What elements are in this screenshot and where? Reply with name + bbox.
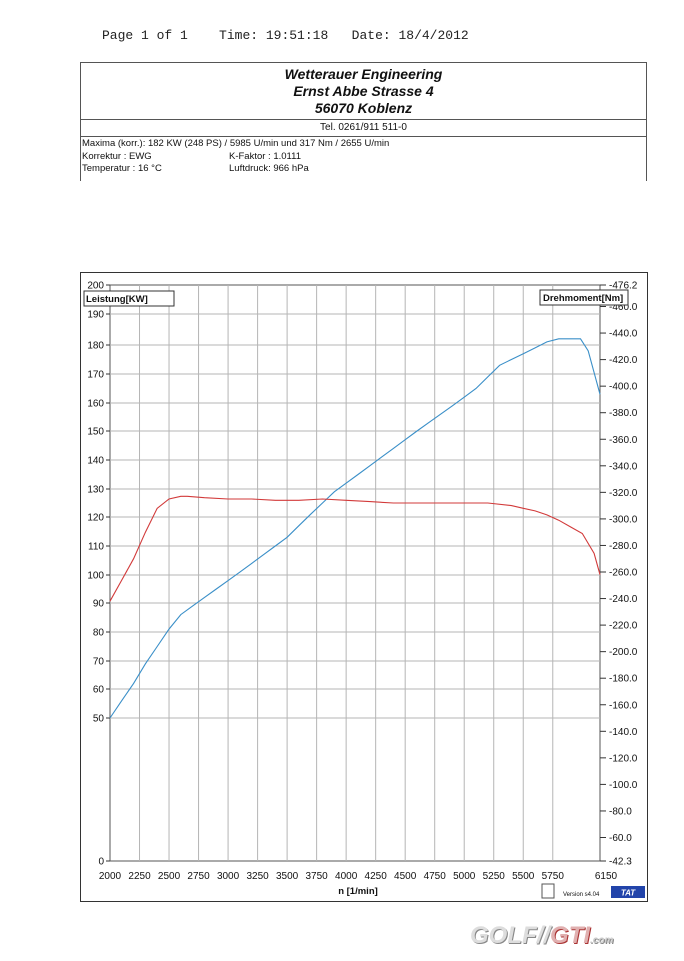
watermark-logo: GOLF//GTI.com: [470, 922, 613, 950]
y-right-tick-label: -360.0: [609, 435, 638, 446]
left-axis-label-box: [83, 290, 175, 307]
left-axis-label: Leistung[KW]: [86, 294, 148, 305]
y-right-tick-label: -60.0: [609, 833, 632, 844]
y-left-tick-label: 80: [93, 628, 105, 639]
kfaktor-text: K-Faktor : 1.0111: [229, 150, 301, 162]
y-right-tick-label: -476.2: [609, 281, 638, 292]
version-label: Version s4.04: [563, 892, 600, 898]
page-indicator: Page 1 of 1: [102, 28, 188, 43]
watermark-com: .com: [590, 935, 614, 946]
y-right-tick-label: -440.0: [609, 329, 638, 340]
y-left-tick-label: 60: [93, 685, 105, 696]
right-axis-label: Drehmoment[Nm]: [543, 293, 623, 304]
report-date: Date: 18/4/2012: [351, 28, 469, 43]
report-time: Time: 19:51:18: [219, 28, 329, 43]
plot-area: [109, 284, 601, 862]
company-block: Wetterauer Engineering Ernst Abbe Strass…: [80, 62, 647, 120]
company-tel: Tel. 0261/911 511-0: [80, 120, 647, 137]
ambient-row: Temperatur : 16 °C Luftdruck: 966 hPa: [82, 163, 646, 176]
y-left-tick-label: 180: [87, 341, 104, 352]
chart-frame: [80, 272, 648, 902]
watermark-slash: //: [536, 922, 550, 949]
y-left-tick-label: 150: [87, 427, 104, 438]
company-name: Wetterauer Engineering: [284, 66, 443, 82]
x-tick-label: 3250: [246, 871, 269, 882]
x-tick-label: 5750: [542, 871, 565, 882]
y-right-tick-label: -300.0: [609, 514, 638, 525]
x-tick-label: 2500: [158, 871, 181, 882]
x-tick-label: 3750: [306, 871, 329, 882]
y-right-tick-label: -220.0: [609, 621, 638, 632]
temperatur-text: Temperatur : 16 °C: [82, 163, 162, 174]
y-left-tick-label: 130: [87, 485, 104, 496]
watermark-gti: GTI: [550, 922, 590, 949]
company-street: Ernst Abbe Strasse 4: [293, 83, 434, 99]
version-box: [541, 883, 555, 899]
measurement-info: Maxima (korr.): 182 KW (248 PS) / 5985 U…: [80, 137, 647, 181]
y-left-tick-label: 140: [87, 456, 104, 467]
y-right-tick-label: -180.0: [609, 674, 638, 685]
y-right-tick-label: -320.0: [609, 488, 638, 499]
y-left-tick-label: 70: [93, 657, 105, 668]
torque-series-line: [109, 495, 601, 602]
report-header: Page 1 of 1 Time: 19:51:18 Date: 18/4/20…: [102, 28, 469, 43]
x-tick-label: 3000: [217, 871, 240, 882]
y-left-tick-label: 160: [87, 399, 104, 410]
tat-badge-label: TAT: [621, 889, 636, 898]
y-left-tick-label: 200: [87, 281, 104, 292]
y-right-tick-label: -460.0: [609, 302, 638, 313]
watermark-golf: GOLF: [470, 922, 537, 949]
y-right-tick-label: -200.0: [609, 647, 638, 658]
power-series-line: [109, 338, 601, 719]
y-right-tick-label: -120.0: [609, 753, 638, 764]
y-right-tick-label: -100.0: [609, 780, 638, 791]
y-left-tick-label: 120: [87, 513, 104, 524]
y-right-tick-label: -240.0: [609, 594, 638, 605]
y-left-tick-label: 50: [93, 714, 105, 725]
x-tick-label: 5250: [483, 871, 506, 882]
y-right-tick-label: -400.0: [609, 382, 638, 393]
x-tick-label: 4000: [335, 871, 358, 882]
x-tick-label: 4500: [394, 871, 417, 882]
x-tick-label: 4750: [424, 871, 447, 882]
x-tick-label: 5000: [453, 871, 476, 882]
y-right-tick-label: -160.0: [609, 700, 638, 711]
y-left-tick-label: 190: [87, 310, 104, 321]
y-left-tick-label: 170: [87, 370, 104, 381]
x-tick-label: 5500: [512, 871, 535, 882]
x-tick-label: 4250: [365, 871, 388, 882]
x-tick-label: 3500: [276, 871, 299, 882]
y-right-tick-label: -80.0: [609, 806, 632, 817]
y-right-tick-label: -140.0: [609, 727, 638, 738]
y-left-tick-label: 90: [93, 599, 105, 610]
korrektur-text: Korrektur : EWG: [82, 150, 152, 162]
x-axis-label: n [1/min]: [338, 886, 378, 897]
right-axis-label-box: [539, 289, 629, 306]
x-tick-label: 2250: [128, 871, 151, 882]
y-left-tick-label: 100: [87, 571, 104, 582]
y-right-tick-label: -340.0: [609, 461, 638, 472]
y-right-tick-label: -420.0: [609, 355, 638, 366]
x-tick-label: 6150: [595, 871, 618, 882]
y-right-tick-label: -42.3: [609, 857, 632, 868]
y-left-tick-label: 0: [98, 857, 104, 868]
y-right-tick-label: -280.0: [609, 541, 638, 552]
maxima-row: Maxima (korr.): 182 KW (248 PS) / 5985 U…: [82, 138, 646, 151]
x-tick-label: 2000: [99, 871, 122, 882]
tat-badge: [611, 886, 645, 898]
correction-row: Korrektur : EWG K-Faktor : 1.0111: [82, 151, 646, 164]
y-right-tick-label: -380.0: [609, 408, 638, 419]
y-left-tick-label: 110: [88, 542, 104, 553]
y-right-tick-label: -260.0: [609, 568, 638, 579]
maxima-text: Maxima (korr.): 182 KW (248 PS) / 5985 U…: [82, 138, 390, 149]
luftdruck-text: Luftdruck: 966 hPa: [229, 163, 309, 174]
company-city: 56070 Koblenz: [314, 100, 413, 116]
x-tick-label: 2750: [187, 871, 210, 882]
